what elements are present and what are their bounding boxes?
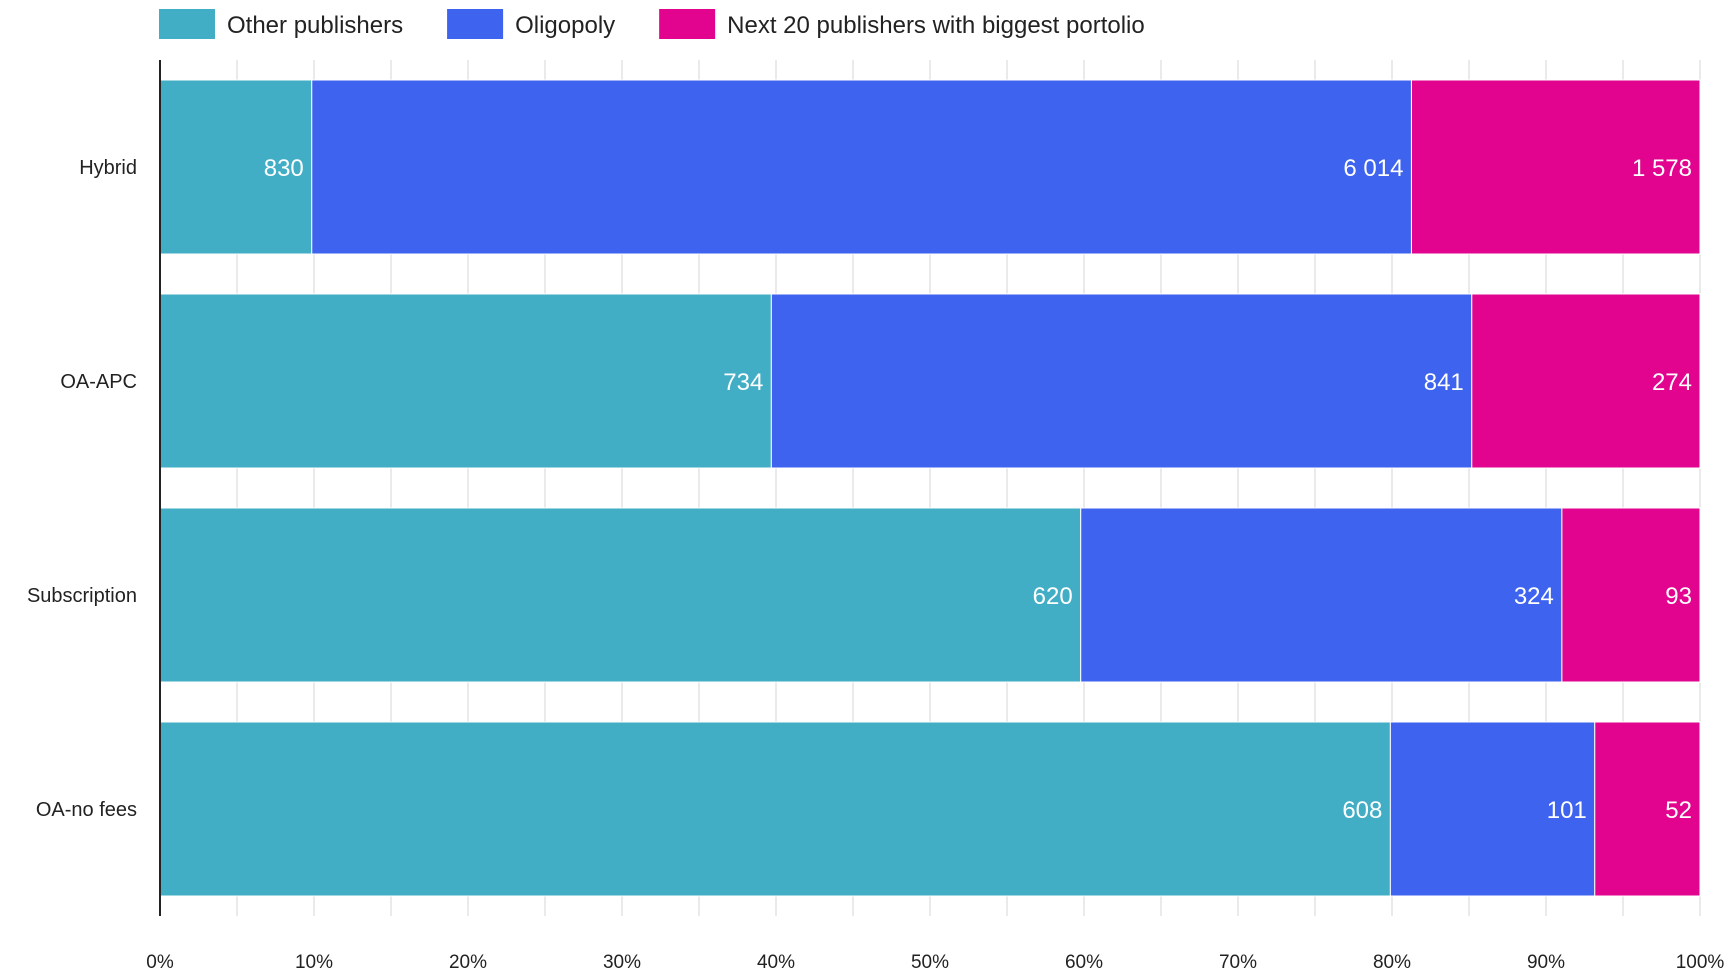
data-label: 1 578 <box>1632 155 1692 182</box>
legend-label: Oligopoly <box>515 12 615 39</box>
axes: 0% 10% 20% 30% 40% 50% 60% 70% 80% 90% 100% Hybrid O… <box>27 60 1724 973</box>
bar-subscription-other-publishers <box>159 507 1082 683</box>
category-label-hybrid: Hybrid <box>79 157 137 179</box>
bar-oa-no-fees-next-20-publishers-with-biggest-portolio <box>1594 721 1701 897</box>
data-label: 101 <box>1547 797 1587 824</box>
x-tick-label: 30% <box>603 952 641 973</box>
data-label: 6 014 <box>1343 155 1403 182</box>
bar-oa-apc-other-publishers <box>159 293 772 469</box>
data-label: 734 <box>723 369 763 396</box>
x-tick-label: 10% <box>295 952 333 973</box>
x-tick-label: 80% <box>1373 952 1411 973</box>
data-label: 324 <box>1514 583 1554 610</box>
data-label: 608 <box>1342 797 1382 824</box>
bar-oa-apc-oligopoly <box>770 293 1473 469</box>
legend-swatch-oligopoly <box>447 9 504 39</box>
category-label-oa-no-fees: OA-no fees <box>36 799 137 821</box>
bar-oa-apc-next-20-publishers-with-biggest-portolio <box>1471 293 1701 469</box>
labels: 830 6 014 1 578 734 841 274 620 324 93 608 101 52 <box>264 155 1692 824</box>
data-label: 830 <box>264 155 304 182</box>
legend-label: Next 20 publishers with biggest portolio <box>727 12 1145 39</box>
legend: Other publishers Oligopoly Next 20 publish… <box>159 9 1145 39</box>
legend-label: Other publishers <box>227 12 403 39</box>
bar-hybrid-oligopoly <box>311 79 1412 255</box>
category-label-oa-apc: OA-APC <box>60 371 137 393</box>
category-label-subscription: Subscription <box>27 585 137 607</box>
x-tick-label: 40% <box>757 952 795 973</box>
data-label: 841 <box>1424 369 1464 396</box>
bar-subscription-next-20-publishers-with-biggest-portolio <box>1561 507 1701 683</box>
data-label: 93 <box>1665 583 1692 610</box>
x-tick-label: 100% <box>1676 952 1725 973</box>
bar-hybrid-next-20-publishers-with-biggest-portolio <box>1410 79 1701 255</box>
data-label: 620 <box>1033 583 1073 610</box>
bar-oa-no-fees-other-publishers <box>159 721 1391 897</box>
data-label: 274 <box>1652 369 1692 396</box>
legend-swatch-next-20-publishers-with-biggest-portolio <box>659 9 716 39</box>
legend-swatch-other-publishers <box>159 9 215 39</box>
x-tick-label: 50% <box>911 952 949 973</box>
data-label: 52 <box>1665 797 1692 824</box>
bar-subscription-oligopoly <box>1080 507 1563 683</box>
bar-oa-no-fees-oligopoly <box>1389 721 1596 897</box>
x-tick-label: 0% <box>146 952 174 973</box>
x-tick-label: 90% <box>1527 952 1565 973</box>
x-tick-label: 70% <box>1219 952 1257 973</box>
x-tick-label: 60% <box>1065 952 1103 973</box>
x-tick-label: 20% <box>449 952 487 973</box>
bars <box>159 79 1701 897</box>
